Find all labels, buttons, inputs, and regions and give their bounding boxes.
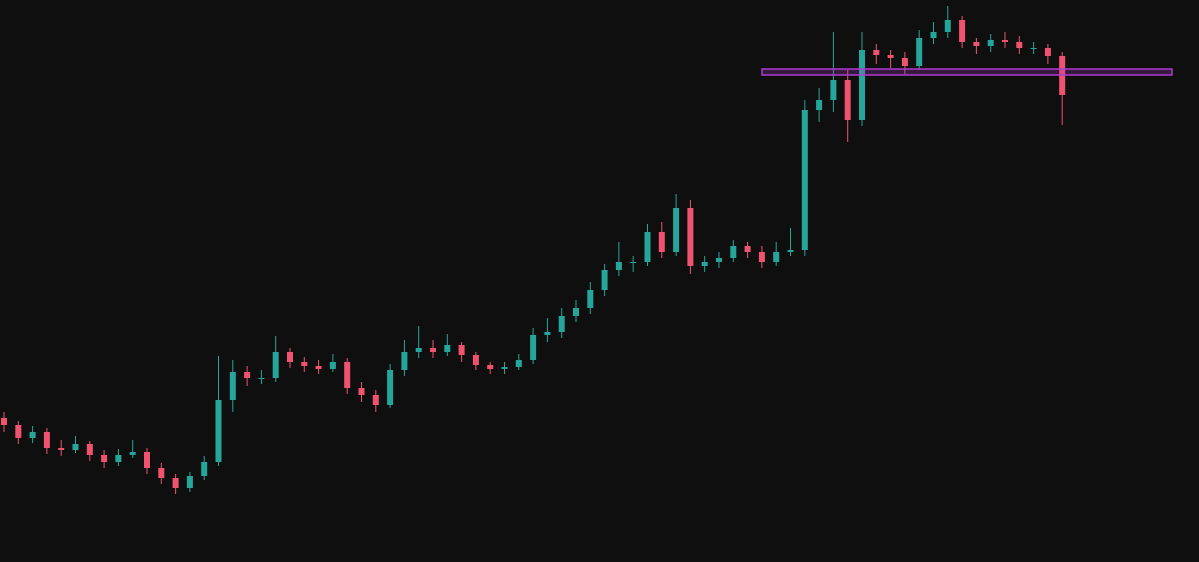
candle-body (816, 100, 823, 110)
candle-body (601, 270, 608, 290)
candle-body (115, 455, 122, 462)
candle-body (930, 32, 937, 38)
candle-body (72, 444, 79, 450)
candle-body (916, 38, 923, 66)
candle-body (573, 308, 579, 316)
candle-body (158, 468, 165, 478)
candle-body (558, 316, 565, 332)
candle-body (673, 208, 680, 252)
candle-body (644, 232, 651, 262)
candle-body (1002, 40, 1008, 42)
candle-body (730, 246, 737, 258)
candle-body (144, 452, 150, 468)
candle-body (229, 372, 236, 400)
candle-body (315, 366, 322, 369)
candle-body (973, 42, 980, 46)
candle-body (987, 40, 994, 46)
candle-body (530, 335, 537, 360)
candle-body (844, 80, 851, 120)
candle-body (1030, 48, 1037, 49)
candle-body (287, 352, 293, 362)
candle-body (830, 80, 837, 100)
candle-body (773, 252, 780, 262)
candle-body (615, 262, 622, 270)
candle-body (358, 388, 365, 395)
candle-body (301, 362, 308, 366)
candle-body (859, 50, 865, 120)
candle-body (244, 372, 251, 378)
candle-body (43, 432, 50, 448)
candle-body (415, 348, 422, 352)
candle-body (186, 476, 193, 488)
candle-body (487, 365, 494, 369)
candle-body (1, 418, 7, 425)
candle-body (587, 290, 594, 308)
candle-body (401, 352, 408, 370)
candle-body (873, 50, 880, 55)
candle-body (515, 360, 522, 367)
candle-body (658, 232, 665, 252)
candle-body (887, 55, 894, 58)
candle-body (58, 448, 65, 450)
candle-body (372, 395, 379, 405)
candle-body (29, 432, 36, 438)
candle-body (458, 345, 465, 355)
candle-body (215, 400, 222, 462)
candle-body (744, 246, 751, 252)
candle-body (101, 455, 108, 462)
candle-body (329, 362, 336, 369)
candle-body (1044, 48, 1051, 56)
candle-body (15, 425, 22, 438)
candle-body (687, 208, 694, 266)
candle-body (801, 110, 808, 250)
candle-body (716, 258, 722, 262)
candle-body (172, 478, 179, 488)
candle-body (272, 352, 279, 378)
candle-body (787, 250, 794, 252)
candle-body (129, 452, 136, 455)
candle-body (430, 348, 436, 352)
candle-body (630, 262, 637, 263)
candle-body (201, 462, 208, 476)
candle-body (387, 370, 394, 405)
candle-body (959, 20, 966, 42)
candle-body (701, 262, 708, 266)
candle-body (758, 252, 765, 262)
candle-body (344, 362, 351, 388)
candle-body (944, 20, 951, 32)
candle-body (86, 444, 93, 455)
candle-body (544, 332, 551, 335)
zone-box (761, 68, 1173, 76)
candle-body (472, 355, 479, 365)
candle-body (258, 378, 265, 379)
candle-body (1016, 42, 1023, 48)
candle-body (501, 367, 508, 369)
candle-body (901, 58, 908, 66)
candle-body (444, 345, 451, 352)
